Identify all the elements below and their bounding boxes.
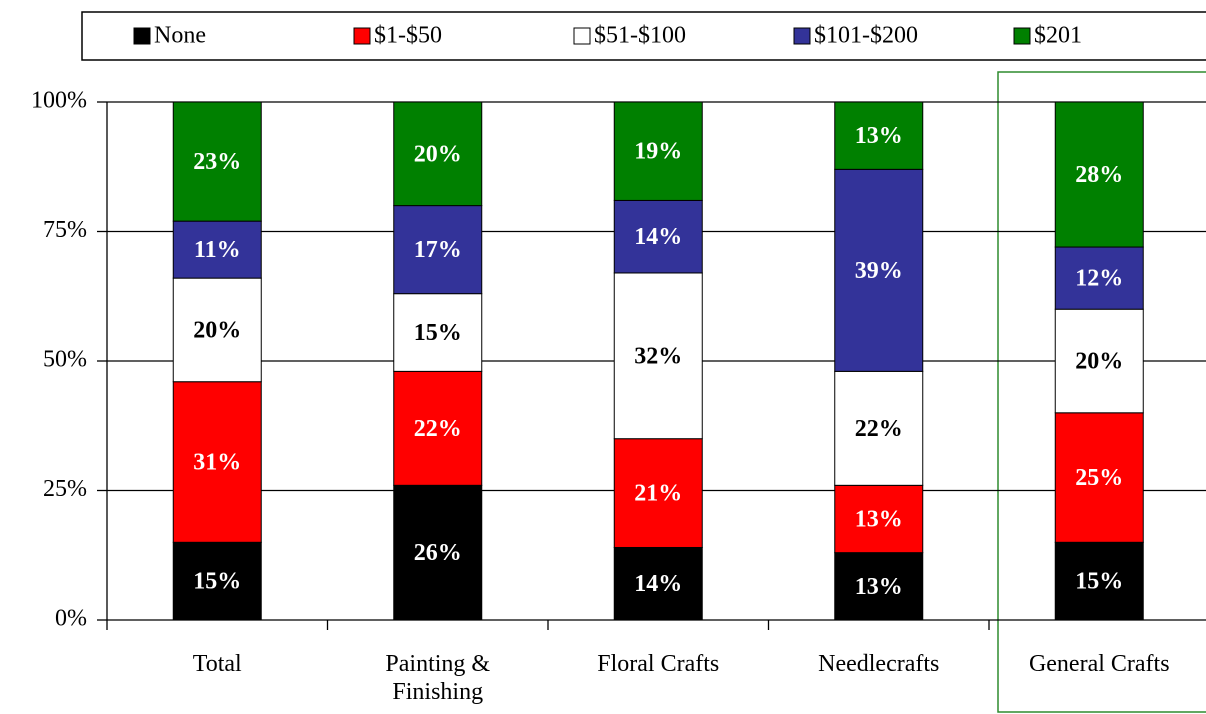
bar-segment bbox=[393, 205, 483, 295]
bar-segment bbox=[1054, 412, 1144, 543]
bar-segment bbox=[393, 101, 483, 207]
data-label: 25% bbox=[1075, 465, 1123, 491]
legend-swatch bbox=[133, 27, 151, 45]
legend-swatch bbox=[353, 27, 371, 45]
y-tick-label: 25% bbox=[43, 476, 87, 502]
bar-segment bbox=[613, 101, 703, 201]
bar-segment bbox=[172, 101, 262, 222]
y-tick-label: 100% bbox=[31, 88, 87, 114]
bar-segment bbox=[1054, 541, 1144, 621]
data-label: 26% bbox=[414, 540, 462, 566]
data-label: 13% bbox=[855, 123, 903, 149]
data-label: 39% bbox=[855, 258, 903, 284]
x-tick-label: Floral Crafts bbox=[597, 651, 720, 677]
data-label: 21% bbox=[634, 481, 682, 507]
bar-segment bbox=[172, 381, 262, 543]
x-tick-label: Total bbox=[192, 651, 242, 677]
data-label: 20% bbox=[414, 141, 462, 167]
legend-label: $51-$100 bbox=[594, 23, 686, 49]
legend-label: None bbox=[154, 23, 206, 49]
bar-segment bbox=[834, 552, 924, 621]
bar-segment bbox=[834, 370, 924, 486]
data-label: 31% bbox=[193, 450, 241, 476]
bar-segment bbox=[1054, 308, 1144, 414]
y-tick-label: 0% bbox=[55, 606, 87, 632]
data-label: 22% bbox=[855, 416, 903, 442]
data-label: 13% bbox=[855, 506, 903, 532]
x-tick-label: Painting & Finishing bbox=[385, 651, 491, 705]
data-label: 28% bbox=[1075, 162, 1123, 188]
bar-segment bbox=[393, 370, 483, 486]
data-label: 15% bbox=[193, 569, 241, 595]
legend-swatch bbox=[1013, 27, 1031, 45]
x-tick-label: General Crafts bbox=[1028, 651, 1170, 677]
bar-segment bbox=[834, 101, 924, 170]
legend-label: $201 bbox=[1034, 23, 1082, 49]
data-label: 11% bbox=[194, 237, 241, 263]
data-label: 13% bbox=[855, 574, 903, 600]
bar-segment bbox=[834, 484, 924, 554]
data-label: 23% bbox=[193, 149, 241, 175]
data-label: 19% bbox=[634, 139, 682, 165]
data-label: 20% bbox=[193, 317, 241, 343]
legend-label: $1-$50 bbox=[374, 23, 442, 49]
data-label: 14% bbox=[634, 224, 682, 250]
data-label: 32% bbox=[634, 343, 682, 369]
bar-segment bbox=[1054, 246, 1144, 310]
bar-segment bbox=[393, 484, 483, 621]
legend-label: $101-$200 bbox=[814, 23, 918, 49]
data-label: 17% bbox=[414, 237, 462, 263]
y-tick-label: 75% bbox=[43, 217, 87, 243]
bar-segment bbox=[613, 438, 703, 548]
bar-segment bbox=[834, 168, 924, 372]
legend-swatch bbox=[793, 27, 811, 45]
data-label: 12% bbox=[1075, 266, 1123, 292]
y-tick-label: 50% bbox=[43, 347, 87, 373]
highlight-box bbox=[997, 71, 1206, 713]
data-label: 14% bbox=[634, 571, 682, 597]
bar-segment bbox=[393, 293, 483, 372]
data-label: 15% bbox=[1075, 569, 1123, 595]
legend-swatch bbox=[573, 27, 591, 45]
data-label: 15% bbox=[414, 320, 462, 346]
bar-segment bbox=[613, 199, 703, 274]
bar-segment bbox=[1054, 101, 1144, 248]
data-label: 20% bbox=[1075, 349, 1123, 375]
bar-segment bbox=[172, 541, 262, 621]
x-tick-label: Needlecrafts bbox=[818, 651, 940, 677]
data-label: 22% bbox=[414, 416, 462, 442]
